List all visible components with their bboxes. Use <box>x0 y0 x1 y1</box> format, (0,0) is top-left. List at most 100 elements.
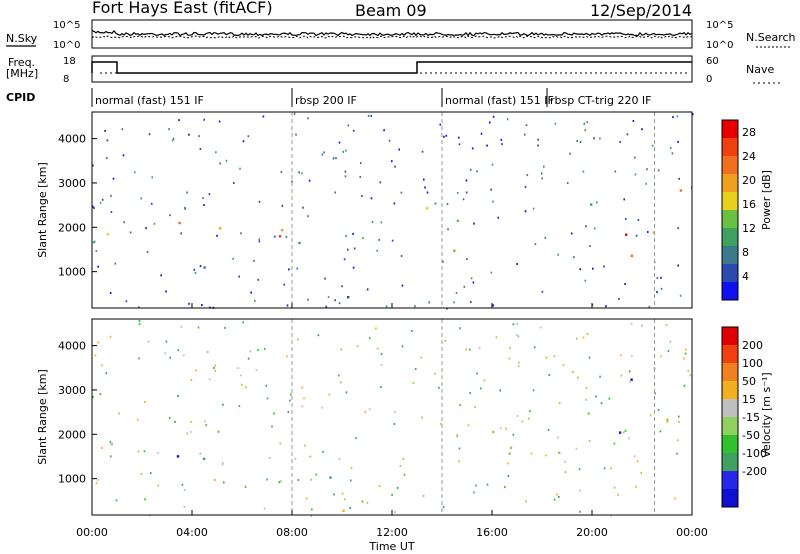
heatmap-noise-cell <box>280 480 282 483</box>
heatmap-noise-cell <box>378 485 381 488</box>
heatmap-noise-cell <box>593 137 595 140</box>
heatmap-noise-cell <box>257 349 259 352</box>
heatmap-noise-cell <box>219 162 221 165</box>
heatmap-noise-cell <box>309 455 312 458</box>
heatmap-noise-cell <box>324 277 326 280</box>
freq-panel <box>91 55 693 83</box>
heatmap-noise-cell <box>619 140 621 143</box>
heatmap-noise-cell <box>203 118 205 121</box>
heatmap-noise-cell <box>183 354 185 357</box>
colorbar-tick-label: 50 <box>742 375 756 388</box>
heatmap-noise-cell <box>350 466 353 469</box>
heatmap-noise-cell <box>342 150 344 153</box>
heatmap-noise-cell <box>370 114 372 117</box>
heatmap-noise-cell <box>114 262 117 265</box>
heatmap-noise-cell <box>500 138 503 141</box>
heatmap-noise-cell <box>181 483 184 486</box>
heatmap-noise-cell <box>93 207 95 210</box>
heatmap-noise-cell <box>366 501 369 504</box>
heatmap-noise-cell <box>286 304 289 307</box>
heatmap-noise-cell <box>184 206 186 209</box>
heatmap-noise-cell <box>422 494 425 497</box>
heatmap-noise-cell <box>398 148 400 151</box>
heatmap-noise-cell <box>186 191 188 194</box>
heatmap-noise-cell <box>104 129 106 132</box>
heatmap-noise-cell <box>632 120 635 122</box>
heatmap-noise-cell <box>471 147 474 150</box>
heatmap-noise-cell <box>215 151 217 154</box>
heatmap-noise-cell <box>266 478 268 481</box>
heatmap-noise-cell <box>613 442 616 445</box>
heatmap-noise-cell <box>168 128 170 131</box>
heatmap-noise-cell <box>635 234 638 237</box>
heatmap-noise-cell <box>393 202 396 205</box>
heatmap-noise-cell <box>400 255 403 257</box>
heatmap-noise-cell <box>516 323 518 325</box>
heatmap-noise-cell <box>640 472 642 475</box>
heatmap-noise-cell <box>402 457 405 460</box>
heatmap-noise-cell <box>541 290 544 293</box>
power-colorbar-label: Power [dB] <box>760 170 773 230</box>
power-panel: 1000 2000 3000 4000 Slant Range [km] <box>36 111 694 310</box>
heatmap-noise-cell <box>304 444 306 447</box>
heatmap-noise-cell <box>656 291 658 294</box>
x-tick-label: 04:00 <box>176 526 208 539</box>
heatmap-noise-cell <box>575 337 578 340</box>
heatmap-noise-cell <box>361 500 364 503</box>
heatmap-noise-cell <box>442 260 444 263</box>
cpid-segment-label: rbsp 200 IF <box>295 94 357 107</box>
heatmap-noise-cell <box>195 369 197 372</box>
velocity-axes: 1000 2000 3000 4000 <box>58 319 655 515</box>
heatmap-noise-cell <box>171 139 174 142</box>
heatmap-noise-cell <box>136 418 139 421</box>
x-tick-label: 16:00 <box>476 526 508 539</box>
heatmap-cell <box>618 431 622 434</box>
heatmap-noise-cell <box>198 135 200 138</box>
heatmap-noise-cell <box>393 423 396 425</box>
heatmap-noise-cell <box>572 371 574 373</box>
heatmap-noise-cell <box>579 141 582 143</box>
heatmap-noise-cell <box>138 320 141 322</box>
heatmap-noise-cell <box>199 148 202 150</box>
heatmap-cell <box>347 296 350 299</box>
heatmap-cell <box>508 452 511 455</box>
heatmap-noise-cell <box>613 486 616 489</box>
heatmap-noise-cell <box>262 115 265 118</box>
heatmap-noise-cell <box>596 201 598 204</box>
heatmap-noise-cell <box>439 123 442 126</box>
heatmap-noise-cell <box>239 167 241 170</box>
heatmap-noise-cell <box>472 281 475 284</box>
heatmap-noise-cell <box>570 232 573 235</box>
heatmap-noise-cell <box>508 357 511 360</box>
heatmap-noise-cell <box>172 137 175 140</box>
freq-unit: [MHz] <box>6 67 38 80</box>
heatmap-noise-cell <box>317 334 320 337</box>
heatmap-noise-cell <box>327 296 330 299</box>
heatmap-noise-cell <box>344 175 347 178</box>
heatmap-noise-cell <box>265 384 268 387</box>
heatmap-noise-cell <box>388 139 391 142</box>
colorbar-tick-label: -50 <box>742 429 760 442</box>
heatmap-noise-cell <box>573 256 575 259</box>
heatmap-noise-cell <box>188 302 190 305</box>
heatmap-noise-cell <box>96 479 99 482</box>
heatmap-noise-cell <box>547 428 550 431</box>
heatmap-noise-cell <box>504 486 506 489</box>
heatmap-noise-cell <box>199 265 202 268</box>
y-tick-label: 3000 <box>58 384 86 397</box>
freq-trace <box>91 61 692 74</box>
heatmap-noise-cell <box>456 191 459 194</box>
heatmap-noise-cell <box>180 325 183 328</box>
heatmap-noise-cell <box>190 430 192 433</box>
heatmap-noise-cell <box>296 267 299 270</box>
heatmap-cell <box>590 203 593 206</box>
heatmap-noise-cell <box>475 484 477 487</box>
heatmap-noise-cell <box>453 301 455 304</box>
heatmap-noise-cell <box>524 133 526 136</box>
heatmap-noise-cell <box>129 231 132 234</box>
heatmap-noise-cell <box>512 433 515 436</box>
heatmap-noise-cell <box>455 292 458 294</box>
heatmap-noise-cell <box>105 372 108 375</box>
heatmap-noise-cell <box>394 511 396 514</box>
heatmap-noise-cell <box>238 405 241 407</box>
